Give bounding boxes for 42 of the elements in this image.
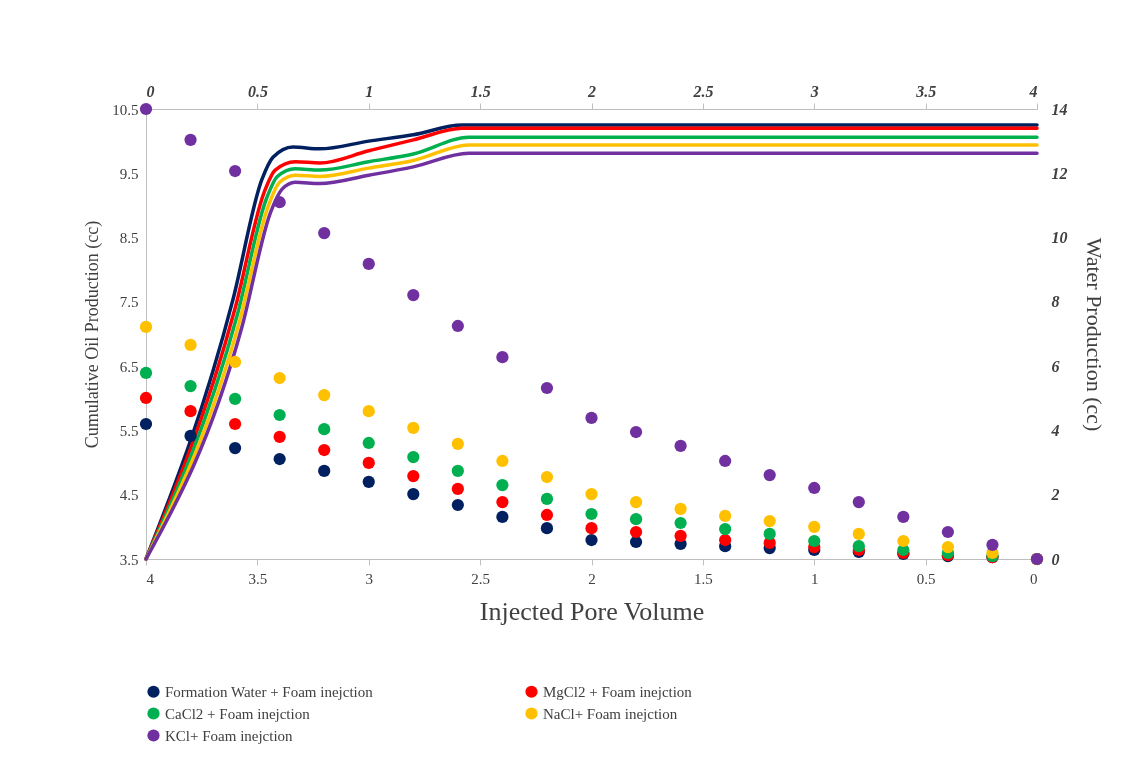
y2-tick-label: 6	[1051, 357, 1060, 375]
y-tick-label: 4.5	[119, 487, 139, 504]
x-tick-label: 3.5	[248, 570, 268, 587]
legend-label: NaCl+ Foam inejction	[543, 705, 678, 722]
x2-tick-label: 3.5	[915, 82, 937, 100]
y2-tick-label: 4	[1050, 421, 1060, 439]
legend-label: MgCl2 + Foam inejction	[543, 683, 693, 700]
x2-tick-label: 1	[365, 82, 374, 100]
y2-tick-label: 10	[1051, 229, 1068, 247]
y2-tick-label: 12	[1051, 164, 1068, 182]
x2-tick-label: 4	[1028, 82, 1038, 100]
x-tick-label: 2	[588, 570, 596, 587]
x-axis-title: Injected Pore Volume	[479, 596, 705, 626]
y-tick-label: 10.5	[112, 101, 139, 118]
y-tick-label: 3.5	[119, 551, 139, 568]
y-tick-label: 7.5	[119, 294, 139, 311]
x2-tick-label: 0.5	[247, 82, 268, 100]
x-tick-label: 3	[365, 570, 373, 587]
y2-tick-label: 14	[1051, 100, 1068, 118]
x2-tick-label: 2.5	[692, 82, 714, 100]
x-tick-label: 4	[146, 570, 155, 587]
x-tick-label: 2.5	[471, 570, 490, 587]
y2-tick-label: 0	[1051, 550, 1060, 568]
x-tick-label: 0.5	[916, 570, 936, 587]
legend-label: KCl+ Foam inejction	[165, 727, 294, 744]
x-tick-label: 1.5	[694, 570, 713, 587]
y-tick-label: 5.5	[119, 422, 139, 439]
y-axis-title: Cumulative Oil Production (cc)	[82, 220, 104, 449]
x2-tick-label: 0	[146, 82, 155, 100]
y-tick-label: 8.5	[119, 230, 139, 247]
y-tick-label: 9.5	[119, 165, 139, 182]
x2-tick-label: 2	[587, 82, 596, 100]
y-tick-label: 6.5	[119, 358, 139, 375]
x2-tick-label: 1.5	[470, 82, 491, 100]
x-tick-label: 0	[1030, 570, 1038, 587]
x2-tick-label: 3	[809, 82, 819, 100]
x-tick-label: 1	[811, 570, 819, 587]
y2-tick-label: 2	[1050, 486, 1060, 504]
y2-axis-title: Water Production (cc)	[1081, 237, 1107, 432]
legend-label: Formation Water + Foam inejction	[165, 683, 374, 700]
legend-label: CaCl2 + Foam inejction	[165, 705, 311, 722]
y2-tick-label: 8	[1051, 293, 1060, 311]
